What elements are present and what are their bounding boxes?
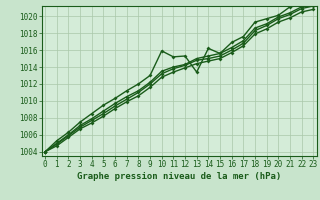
X-axis label: Graphe pression niveau de la mer (hPa): Graphe pression niveau de la mer (hPa) [77,172,281,181]
